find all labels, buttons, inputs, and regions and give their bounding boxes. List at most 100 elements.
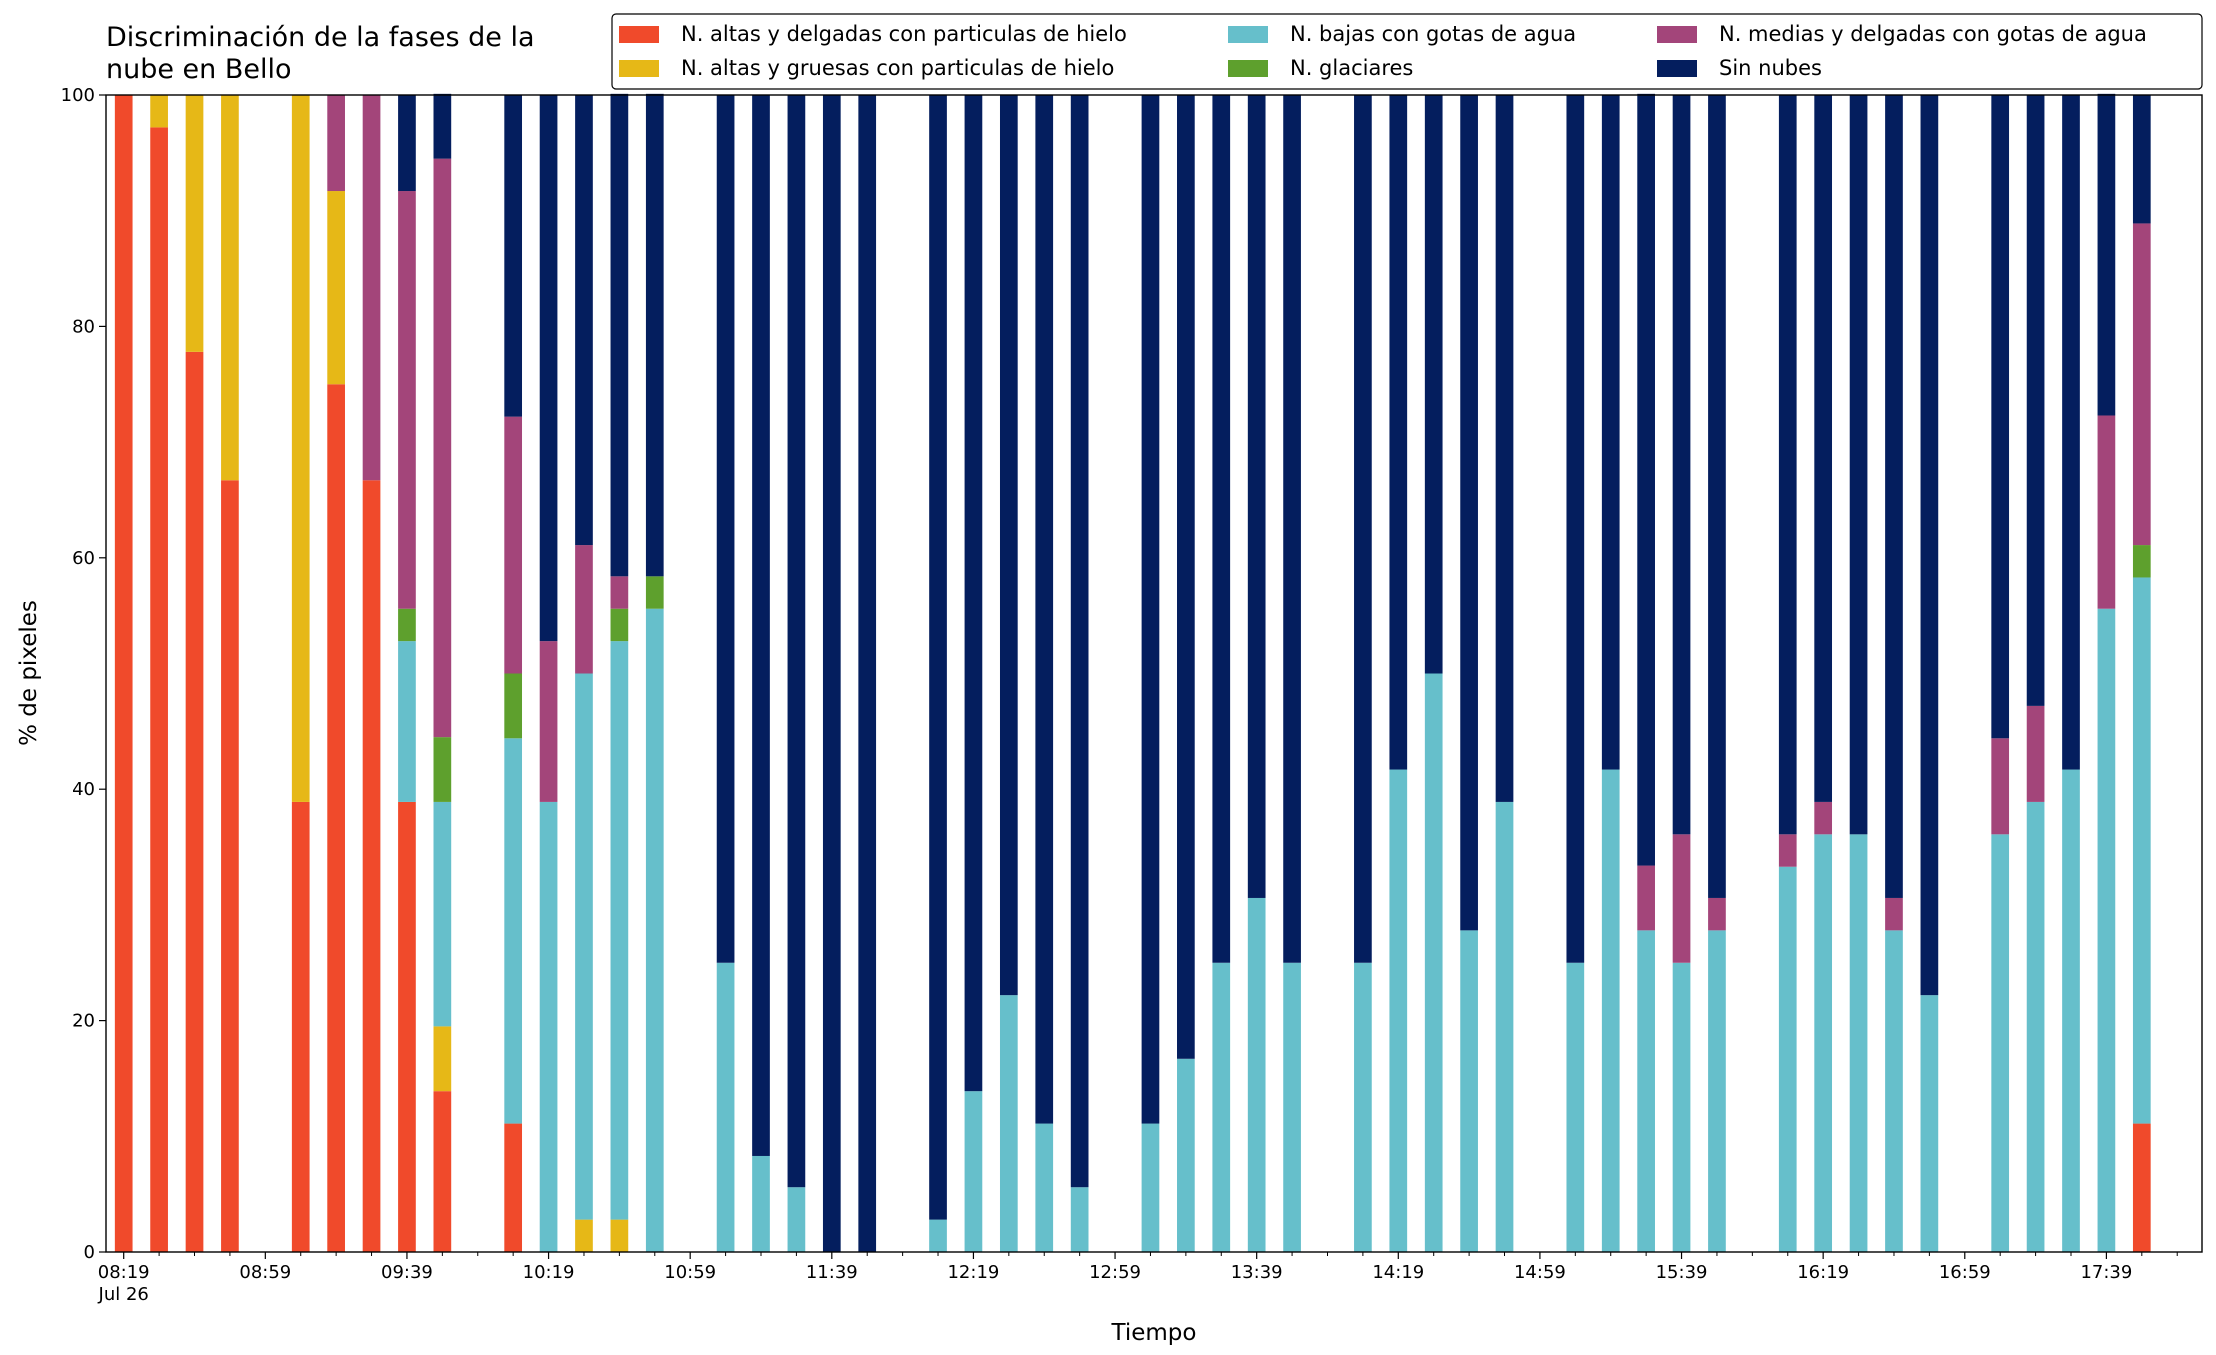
legend-swatch [1228, 60, 1268, 77]
legend-swatch [619, 26, 659, 43]
bar-segment [610, 1219, 629, 1252]
x-tick-label: 17:39 [2080, 1262, 2132, 1283]
bar-segment [716, 95, 735, 963]
bar-segment [1566, 95, 1585, 963]
bar-segment [185, 95, 204, 352]
bar-segment [1885, 897, 1903, 931]
bar-segment [1354, 95, 1372, 963]
x-tick-label: 13:39 [1231, 1262, 1283, 1283]
bar-segment [1389, 769, 1408, 1252]
bar-segment [787, 1187, 806, 1252]
x-tick-label: 15:39 [1656, 1262, 1708, 1283]
bar-segment [1708, 897, 1726, 931]
bar-segment [2132, 223, 2151, 546]
y-axis-label: % de pixeles [16, 600, 42, 746]
legend-swatch [1228, 26, 1268, 43]
bar-segment [645, 93, 664, 577]
x-tick-label: 16:59 [1939, 1262, 1991, 1283]
legend-swatch [619, 60, 659, 77]
bar-segment [1637, 93, 1655, 866]
y-tick-label: 80 [72, 316, 95, 337]
bar-segment [1460, 95, 1478, 931]
bar-segment [999, 95, 1018, 996]
bar-segment [858, 95, 877, 1252]
plot-frame [105, 94, 2203, 1253]
bar-segment [2132, 1123, 2151, 1252]
bar-segment [645, 608, 664, 1252]
bar-segment [398, 801, 416, 1252]
bar-segment [1672, 962, 1691, 1252]
x-tick-label: 14:19 [1372, 1262, 1424, 1283]
bar-segment [610, 641, 629, 1220]
x-tick-label: 11:39 [806, 1262, 858, 1283]
bar-segment [1212, 95, 1231, 963]
bar-segment [221, 95, 239, 481]
bar-segment [1354, 962, 1372, 1252]
bar-segment [327, 191, 345, 385]
bar-segment [433, 158, 452, 738]
bar-segment [150, 95, 168, 128]
bar-segment [1424, 673, 1443, 1252]
bar-segment [1601, 769, 1620, 1252]
bar-segment [787, 95, 806, 1188]
x-tick-label: 08:59 [239, 1262, 291, 1283]
bar-segment [752, 95, 770, 1156]
y-tick-label: 20 [72, 1011, 95, 1032]
bar-segment [1566, 962, 1585, 1252]
bar-segment [2062, 95, 2080, 770]
bar-segment [504, 95, 523, 417]
x-tick-label: 08:19 [98, 1262, 150, 1283]
bar-segment [2132, 95, 2151, 224]
y-tick-label: 100 [61, 85, 95, 106]
bar-segment [575, 545, 593, 674]
bar-segment [1637, 930, 1655, 1252]
bar-segment [929, 1219, 947, 1252]
bar-segment [575, 673, 593, 1220]
bar-segment [1708, 95, 1726, 898]
legend-label: N. bajas con gotas de agua [1290, 22, 1576, 46]
bar-segment [610, 93, 629, 577]
bar-segment [433, 737, 452, 802]
x-tick-label: 09:39 [381, 1262, 433, 1283]
bar-segment [1141, 95, 1160, 1124]
legend-label: N. altas y delgadas con particulas de hi… [681, 22, 1127, 46]
bar-segment [1885, 95, 1903, 898]
bar-segment [1778, 866, 1797, 1252]
x-tick-label: 10:59 [664, 1262, 716, 1283]
x-tick-date: Jul 26 [98, 1284, 149, 1305]
bar-segment [327, 95, 345, 192]
bar-segment [221, 480, 239, 1252]
bar-segment [2097, 93, 2116, 416]
legend-swatch [1657, 60, 1697, 77]
bar-segment [1849, 834, 1868, 1252]
bar-segment [1778, 834, 1797, 867]
bar-segment [362, 480, 381, 1252]
bar-segment [1283, 95, 1301, 963]
bar-segment [1177, 95, 1195, 1059]
bar-segment [504, 738, 523, 1124]
bar-segment [1778, 95, 1797, 835]
bar-segment [1991, 738, 2010, 835]
bar-segment [362, 95, 381, 481]
bar-segment [1849, 95, 1868, 835]
y-tick-label: 0 [84, 1242, 95, 1263]
bar-segment [575, 95, 593, 546]
bar-segment [1035, 95, 1054, 1124]
bar-segment [1601, 95, 1620, 770]
bar-segment [929, 95, 947, 1220]
legend-label: N. medias y delgadas con gotas de agua [1719, 22, 2147, 46]
bar-segment [2097, 608, 2116, 1252]
bar-segment [1247, 897, 1266, 1252]
bar-segment [1814, 95, 1833, 802]
bar-segment [327, 384, 345, 1252]
bar-segment [504, 416, 523, 674]
legend-label: Sin nubes [1719, 56, 1822, 80]
bar-segment [1920, 95, 1939, 996]
x-tick-label: 14:59 [1514, 1262, 1566, 1283]
x-tick-label: 16:19 [1797, 1262, 1849, 1283]
bar-segment [398, 641, 416, 802]
bar-segment [1460, 930, 1478, 1252]
bar-segment [433, 801, 452, 1027]
